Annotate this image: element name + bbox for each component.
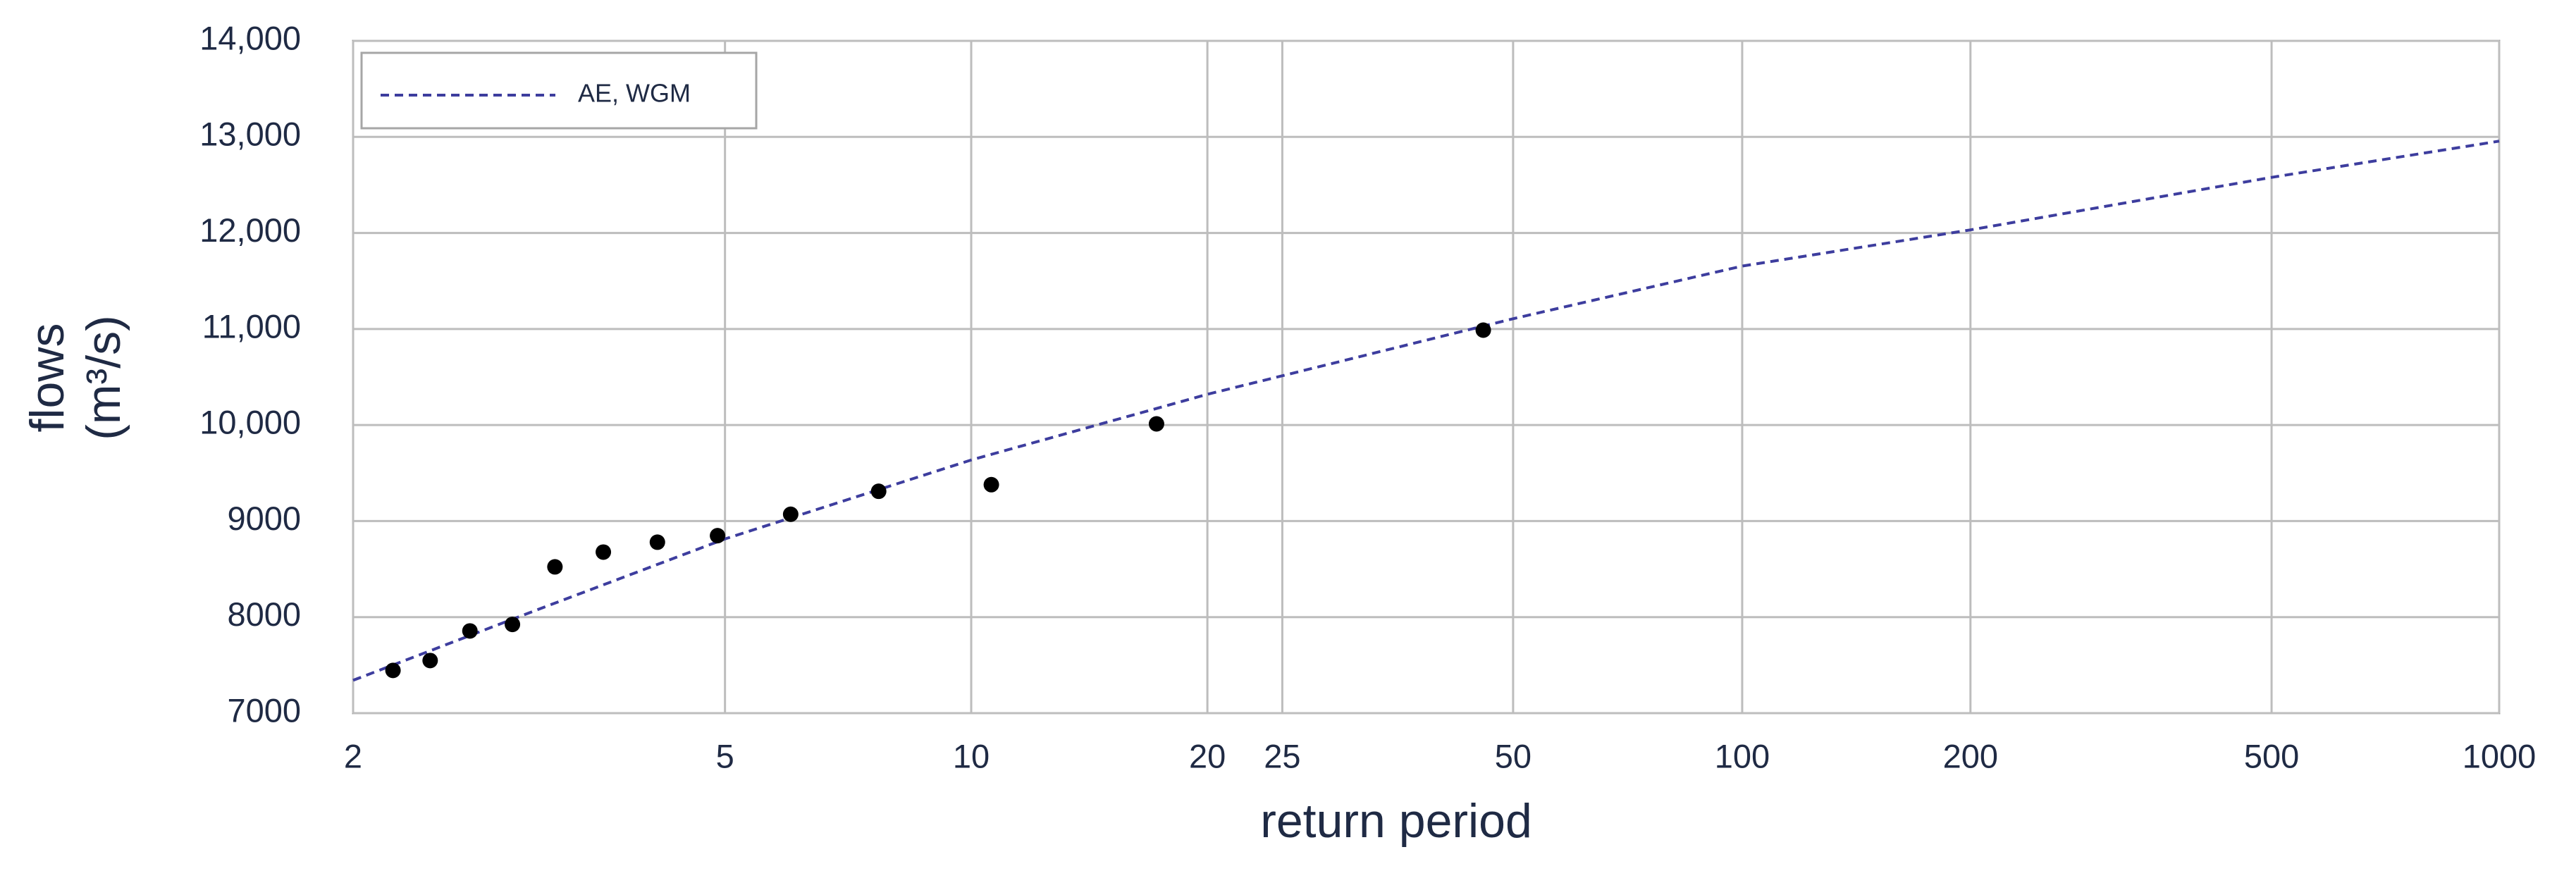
x-tick-label: 200: [1943, 737, 1998, 774]
data-point: [547, 559, 563, 575]
x-tick-label: 1000: [2463, 737, 2537, 774]
y-tick-label: 8000: [227, 595, 301, 633]
y-tick-label: 9000: [227, 500, 301, 537]
legend-label: AE, WGM: [578, 79, 691, 108]
y-tick-label: 13,000: [199, 116, 301, 153]
y-tick-label: 14,000: [199, 19, 301, 56]
data-point: [462, 623, 478, 639]
data-point: [422, 653, 438, 669]
x-tick-label: 20: [1189, 737, 1226, 774]
data-point: [983, 476, 999, 493]
x-tick-label: 5: [716, 737, 734, 774]
data-point: [596, 544, 612, 560]
y-axis-title: flows: [20, 323, 74, 433]
data-point: [782, 506, 799, 522]
y-tick-label: 12,000: [199, 211, 301, 249]
data-point: [1475, 322, 1491, 338]
data-point: [1148, 416, 1164, 432]
x-tick-label: 100: [1715, 737, 1770, 774]
y-tick-label: 11,000: [202, 307, 301, 345]
x-tick-label: 10: [953, 737, 990, 774]
data-point: [505, 617, 521, 633]
data-point: [870, 483, 887, 500]
x-tick-label: 500: [2244, 737, 2299, 774]
x-axis-title: return period: [1260, 794, 1532, 848]
trend-line: [352, 140, 2500, 682]
data-point: [649, 534, 665, 550]
data-point: [385, 662, 401, 679]
x-tick-label: 2: [344, 737, 362, 774]
y-tick-label: 7000: [227, 691, 301, 729]
x-tick-label: 25: [1264, 737, 1300, 774]
legend-box: [360, 51, 758, 130]
y-axis-title: (m³/s): [77, 315, 130, 440]
plot-area: [352, 39, 2501, 715]
x-tick-label: 50: [1495, 737, 1532, 774]
data-point: [710, 528, 726, 544]
y-tick-label: 10,000: [199, 404, 301, 441]
